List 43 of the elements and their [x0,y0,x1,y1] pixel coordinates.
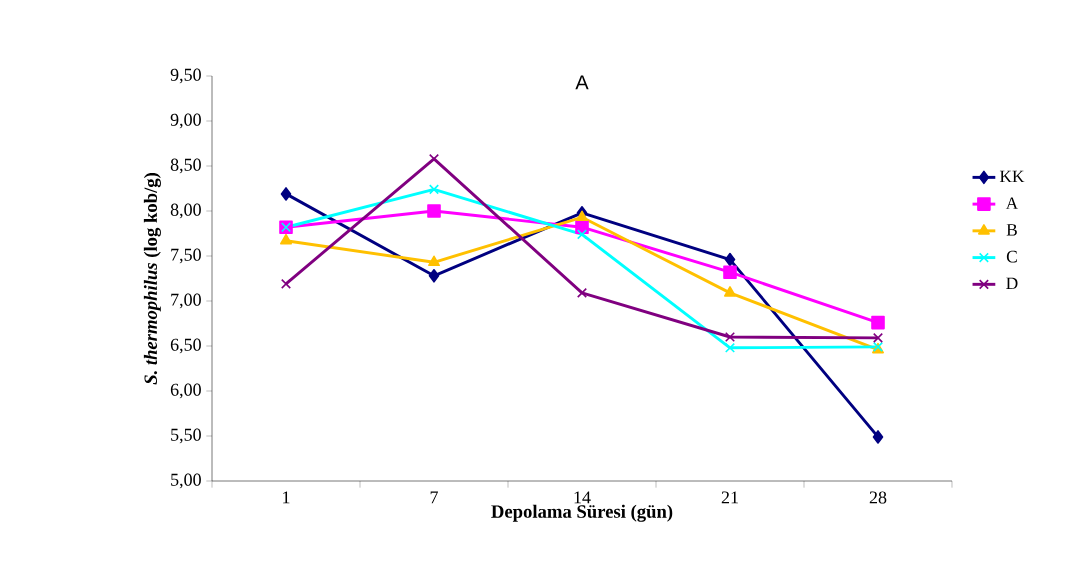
y-tick-label: 7,00 [171,293,201,309]
x-axis-title: Depolama Süresi (gün) [491,504,673,522]
point [280,278,292,289]
x-tick-label: 28 [869,491,887,504]
x-tick-label: 14 [574,491,591,504]
point [576,287,588,298]
y-tick-label: 9,00 [170,113,201,129]
y-axis-title: S. thermophilus (log kob/g) [143,173,161,385]
point [428,255,440,267]
point [428,184,440,195]
x-tick-label: 1 [283,491,290,504]
y-tick-label: 6,50 [170,338,201,354]
point [724,286,736,297]
point [576,229,588,240]
legend-label: B [1006,224,1017,236]
point [872,430,884,444]
point [724,342,736,353]
y-tick-label: 6,00 [170,383,201,399]
point [427,204,441,218]
point [280,187,292,201]
point [724,331,736,343]
chart-title: A [575,75,589,90]
x-tick-label: 21 [721,491,738,504]
x-tick-label: 7 [430,491,438,504]
point [576,210,588,222]
point [280,233,292,245]
legend-label: KK [999,170,1025,183]
point [872,332,884,343]
point [724,252,736,267]
y-tick-label: 7,50 [171,248,201,264]
y-tick-label: 8,00 [170,203,201,219]
point [575,220,589,234]
y-tick-label: 5,50 [171,428,201,444]
y-tick-label: 5,00 [171,473,201,489]
y-tick-label: 9,50 [170,68,201,84]
legend-label: D [1006,277,1018,290]
point [871,315,885,330]
point [428,153,440,164]
legend-label: C [1006,250,1017,263]
legend-label: A [1005,197,1019,209]
y-tick-label: 8,50 [170,158,201,174]
point [723,265,737,279]
point [428,269,440,283]
